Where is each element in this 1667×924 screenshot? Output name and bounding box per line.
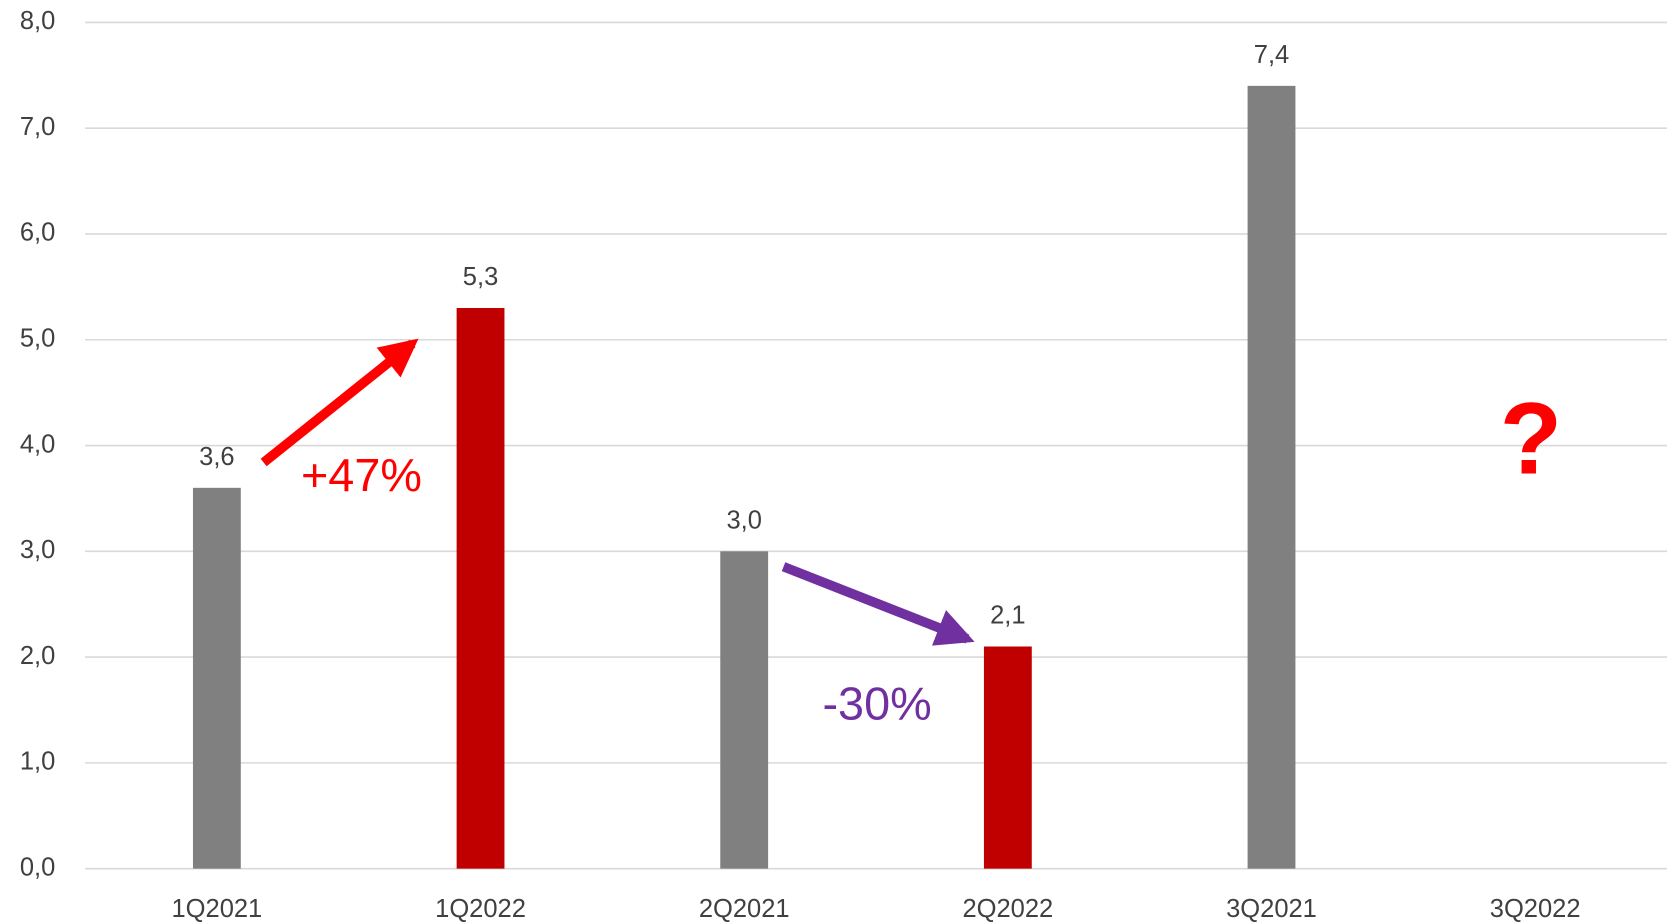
data-label: 3,6 [199, 443, 234, 471]
annotation: +47% [301, 449, 422, 501]
y-tick-label: 7,0 [20, 113, 55, 141]
bar [1247, 85, 1296, 869]
y-tick-label: 5,0 [20, 324, 55, 352]
y-tick-label: 0,0 [20, 853, 55, 881]
data-label: 7,4 [1254, 41, 1289, 69]
x-tick-label: 3Q2022 [1490, 895, 1581, 923]
y-tick-label: 3,0 [20, 536, 55, 564]
x-tick-label: 1Q2021 [172, 895, 263, 923]
x-tick-label: 1Q2022 [435, 895, 526, 923]
y-tick-label: 6,0 [20, 219, 55, 247]
bar [983, 646, 1032, 869]
data-label: 5,3 [463, 263, 498, 291]
data-label: 2,1 [990, 601, 1025, 629]
y-tick-label: 2,0 [20, 642, 55, 670]
annotation: -30% [822, 677, 931, 729]
bar [192, 487, 241, 869]
bar [456, 308, 505, 869]
y-tick-label: 8,0 [20, 7, 55, 35]
x-tick-label: 3Q2021 [1226, 895, 1317, 923]
data-label: 3,0 [726, 506, 761, 534]
arrow [781, 562, 975, 646]
y-tick-label: 4,0 [20, 430, 55, 458]
x-tick-label: 2Q2022 [962, 895, 1053, 923]
annotation: ? [1500, 382, 1562, 496]
y-tick-label: 1,0 [20, 748, 55, 776]
x-tick-label: 2Q2021 [699, 895, 790, 923]
bar [720, 551, 769, 869]
arrow [260, 338, 419, 467]
